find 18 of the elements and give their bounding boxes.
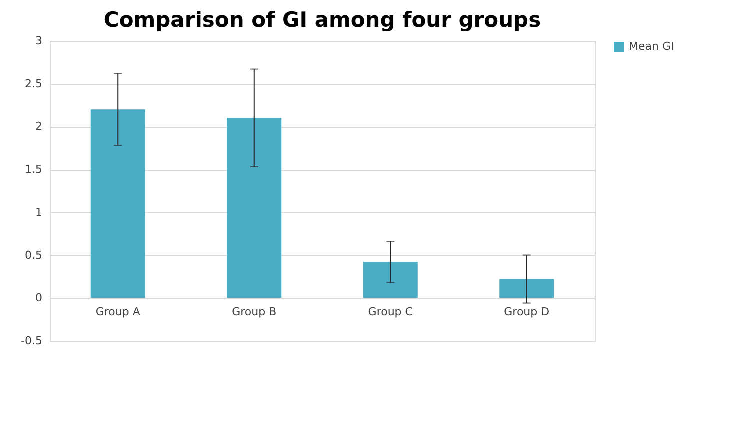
- legend-label: Mean GI: [629, 40, 674, 53]
- y-tick-label: -0.5: [21, 334, 42, 348]
- y-tick-label: 1: [36, 206, 42, 219]
- y-tick-label: 1.5: [25, 163, 42, 176]
- x-tick-label: Group A: [96, 306, 141, 319]
- y-tick-label: 3: [36, 34, 42, 48]
- y-tick-label: 0.5: [25, 248, 42, 262]
- y-tick-label: 2: [36, 120, 42, 134]
- x-tick-label: Group B: [232, 306, 277, 319]
- bar: [90, 110, 146, 298]
- bar: [363, 262, 418, 298]
- chart-title: Comparison of GI among four groups: [104, 8, 542, 32]
- bar: [227, 118, 282, 298]
- x-tick-label: Group D: [504, 306, 550, 319]
- bar: [500, 279, 554, 298]
- x-tick-label: Group C: [368, 306, 414, 319]
- y-tick-label: 2.5: [25, 77, 42, 90]
- y-tick-label: 0: [36, 292, 42, 305]
